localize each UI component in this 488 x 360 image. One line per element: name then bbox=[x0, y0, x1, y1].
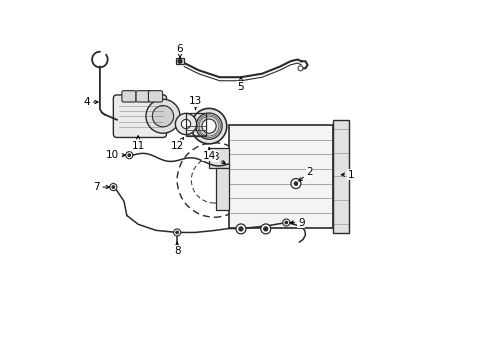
Bar bbox=[175, 58, 184, 64]
Circle shape bbox=[112, 186, 115, 189]
FancyBboxPatch shape bbox=[148, 91, 163, 102]
Circle shape bbox=[181, 120, 190, 129]
Circle shape bbox=[152, 105, 173, 127]
Circle shape bbox=[110, 184, 117, 191]
Circle shape bbox=[173, 229, 181, 236]
Circle shape bbox=[125, 152, 133, 159]
Text: 13: 13 bbox=[188, 96, 202, 110]
FancyBboxPatch shape bbox=[113, 95, 166, 138]
Text: 5: 5 bbox=[237, 77, 244, 92]
Circle shape bbox=[196, 113, 222, 139]
Circle shape bbox=[145, 99, 180, 133]
FancyBboxPatch shape bbox=[136, 91, 150, 102]
FancyBboxPatch shape bbox=[122, 91, 136, 102]
Circle shape bbox=[260, 224, 270, 234]
Text: 14: 14 bbox=[202, 148, 215, 161]
Circle shape bbox=[191, 108, 226, 144]
Text: 10: 10 bbox=[106, 150, 125, 160]
Text: 12: 12 bbox=[170, 138, 183, 150]
Circle shape bbox=[175, 113, 196, 135]
Circle shape bbox=[236, 224, 245, 234]
Text: 9: 9 bbox=[289, 217, 304, 228]
Text: 8: 8 bbox=[174, 242, 180, 256]
Circle shape bbox=[178, 59, 182, 63]
Circle shape bbox=[263, 227, 267, 231]
Bar bbox=[185, 113, 205, 136]
Circle shape bbox=[297, 66, 303, 71]
Circle shape bbox=[293, 182, 297, 185]
Bar bbox=[209, 148, 228, 168]
Text: 6: 6 bbox=[176, 44, 183, 58]
Circle shape bbox=[128, 154, 130, 157]
Circle shape bbox=[202, 119, 216, 133]
Text: 3: 3 bbox=[212, 152, 225, 164]
Circle shape bbox=[175, 231, 178, 234]
Bar bbox=[332, 120, 348, 233]
Text: 11: 11 bbox=[131, 136, 144, 150]
Bar bbox=[216, 168, 228, 210]
Circle shape bbox=[238, 227, 243, 231]
Text: 4: 4 bbox=[83, 97, 98, 107]
Text: 7: 7 bbox=[93, 182, 109, 192]
Text: 1: 1 bbox=[341, 170, 353, 180]
Text: 2: 2 bbox=[298, 167, 312, 181]
Circle shape bbox=[290, 179, 300, 189]
Circle shape bbox=[282, 219, 289, 226]
Circle shape bbox=[285, 221, 287, 224]
Bar bbox=[228, 125, 332, 228]
